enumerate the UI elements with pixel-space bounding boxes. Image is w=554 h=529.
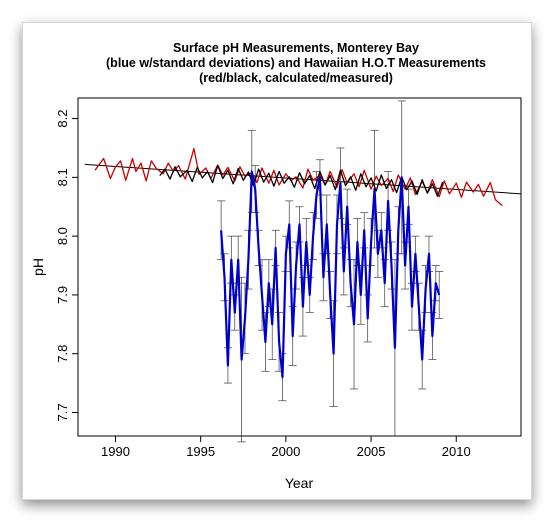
y-tick-label: 8.0 <box>55 227 70 245</box>
y-axis-label: pH <box>30 258 46 276</box>
y-tick-label: 8.1 <box>55 168 70 186</box>
x-tick-label: 1990 <box>101 444 130 459</box>
x-axis-label: Year <box>285 475 314 491</box>
y-tick-label: 8.2 <box>55 110 70 128</box>
chart-title-line-3: (red/black, calculated/measured) <box>199 71 393 85</box>
x-tick-label: 1995 <box>186 444 215 459</box>
series-line-monterey <box>220 170 441 379</box>
series-line-hot-measured <box>159 164 444 197</box>
y-tick-label: 7.8 <box>55 345 70 363</box>
y-tick-label: 7.9 <box>55 286 70 304</box>
plot-area <box>84 100 522 443</box>
x-tick-label: 2010 <box>442 444 471 459</box>
chart-title-line-2: (blue w/standard deviations) and Hawaiia… <box>106 56 486 70</box>
y-tick-label: 7.7 <box>55 403 70 421</box>
series-line-hot-calculated <box>94 147 503 207</box>
plot-frame <box>77 97 522 437</box>
x-tick-label: 2005 <box>357 444 386 459</box>
chart-title-line-1: Surface pH Measurements, Monterey Bay <box>173 41 419 55</box>
y-axis: 7.7 7.8 7.9 8.0 8.1 8.2 <box>55 110 79 422</box>
x-tick-label: 2000 <box>271 444 300 459</box>
x-axis: 1990 1995 2000 2005 2010 <box>101 435 471 459</box>
